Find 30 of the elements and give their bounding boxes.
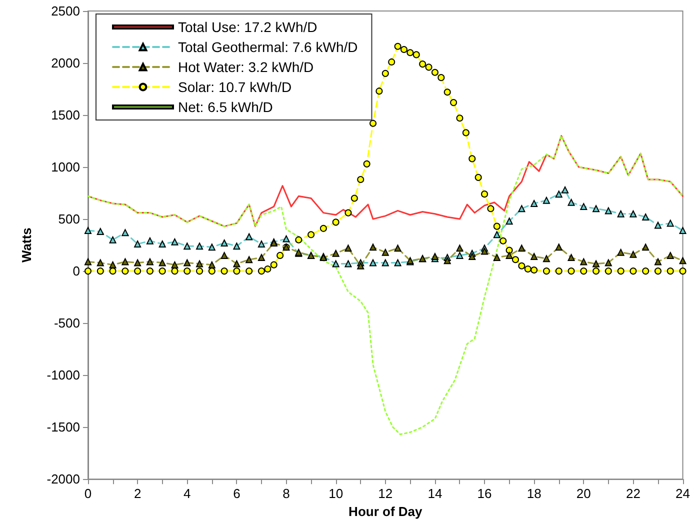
legend-label: Total Use: 17.2 kWh/D — [178, 19, 318, 35]
x-tick-label: 24 — [676, 486, 690, 502]
x-axis-title: Hour of Day — [348, 504, 423, 519]
legend-label: Solar: 10.7 kWh/D — [178, 79, 292, 95]
y-tick-label: 2000 — [51, 56, 80, 71]
x-tick-label: 10 — [328, 486, 344, 502]
x-tick-label: 12 — [378, 486, 393, 502]
x-tick-label: 20 — [576, 486, 591, 502]
x-tick-label: 0 — [84, 486, 92, 502]
y-tick-label: 0 — [72, 264, 80, 279]
y-tick-label: 1500 — [51, 108, 80, 123]
x-tick-label: 14 — [428, 486, 442, 502]
x-tick-label: 18 — [526, 486, 542, 502]
y-tick-label: -1500 — [46, 420, 80, 435]
y-axis-title: Watts — [19, 228, 34, 263]
x-tick-label: 6 — [233, 486, 240, 502]
y-tick-label: 1000 — [51, 160, 80, 175]
y-tick-label: -2000 — [46, 472, 80, 487]
legend-label: Hot Water: 3.2 kWh/D — [178, 59, 314, 75]
x-tick-label: 16 — [477, 486, 492, 502]
y-tick-label: 2500 — [51, 4, 80, 18]
x-tick-label: 8 — [282, 486, 290, 502]
legend-label: Total Geothermal: 7.6 kWh/D — [178, 39, 358, 55]
y-tick-label: 500 — [58, 212, 80, 227]
y-tick-label: -1000 — [46, 368, 80, 383]
x-tick-label: 2 — [134, 486, 142, 502]
x-tick-label: 22 — [626, 486, 640, 502]
legend-label: Net: 6.5 kWh/D — [178, 99, 273, 115]
x-tick-label: 4 — [184, 486, 191, 502]
y-tick-label: -500 — [54, 316, 80, 331]
